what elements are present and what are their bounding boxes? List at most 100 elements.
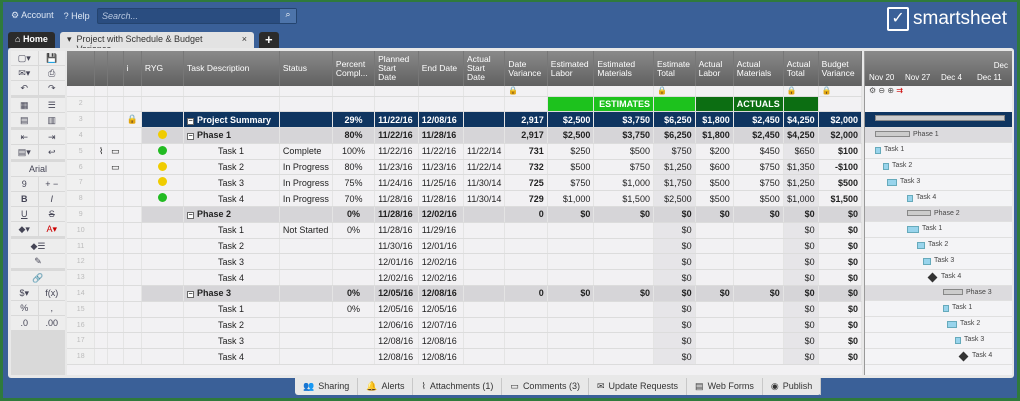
bv-cell[interactable]: $0 [818,301,862,318]
row-number[interactable]: 8 [67,190,96,208]
column-header[interactable] [67,51,96,86]
et-cell[interactable]: $0 [653,206,696,223]
bv-cell[interactable]: -$100 [818,159,862,176]
bottom-tab[interactable]: ▭ Comments (3) [502,378,589,395]
bv-cell[interactable]: $0 [818,253,862,271]
gantt-view-icon[interactable]: ☰ [38,98,65,112]
attachment-cell[interactable] [94,253,109,271]
end-cell[interactable]: 12/02/16 [418,206,464,223]
am-cell[interactable]: $2,450 [733,127,784,144]
comment-cell[interactable]: ▭ [107,159,124,176]
et-cell[interactable]: $0 [653,317,696,334]
pct-cell[interactable]: 0% [332,285,376,302]
ryg-cell[interactable] [141,111,184,129]
ps-cell[interactable]: 11/23/16 [374,159,419,176]
bv-cell[interactable]: $0 [818,238,862,255]
as-cell[interactable] [463,253,506,271]
row-number[interactable]: 14 [67,285,96,302]
comment-cell[interactable] [107,222,124,239]
table-row[interactable]: 17 Task 3 12/08/16 12/08/16 $0 $0 $0 [67,332,862,350]
highlight-icon[interactable]: ✎ [11,254,65,268]
em-cell[interactable]: $1,500 [593,190,654,208]
ps-cell[interactable]: 11/22/16 [374,127,419,144]
fill-color-icon[interactable]: ◆▾ [11,222,38,236]
gantt-task-bar[interactable] [907,226,919,234]
ryg-cell[interactable] [141,190,184,208]
row-number[interactable]: 4 [67,127,96,144]
ps-cell[interactable]: 11/22/16 [374,143,419,160]
row-number[interactable]: 12 [67,253,96,271]
print-icon[interactable]: ⎙ [38,66,65,80]
el-cell[interactable] [547,317,595,334]
al-cell[interactable]: $500 [695,190,734,208]
end-cell[interactable]: 12/08/16 [418,332,464,350]
task-description-cell[interactable]: Task 3 [183,332,280,350]
table-row[interactable]: 6 ▭ Task 2 In Progress 80% 11/23/16 11/23/16 11… [67,159,862,176]
email-icon[interactable]: ✉▾ [11,66,38,80]
table-row[interactable]: 8 Task 4 In Progress 70% 11/28/16 11/28/16 11/… [67,190,862,208]
al-cell[interactable] [695,301,734,318]
attachment-cell[interactable] [94,332,109,350]
em-cell[interactable]: $750 [593,159,654,176]
ps-cell[interactable]: 12/05/16 [374,301,419,318]
attachment-cell[interactable] [94,269,109,287]
gantt-task-bar[interactable] [955,336,961,344]
ryg-cell[interactable] [141,317,184,334]
em-cell[interactable]: $3,750 [593,111,654,129]
row-number[interactable]: 3 [67,111,96,129]
em-cell[interactable] [593,317,654,334]
ps-cell[interactable]: 11/22/16 [374,111,419,129]
status-cell[interactable] [279,348,333,366]
end-cell[interactable]: 11/28/16 [418,190,464,208]
task-description-cell[interactable]: − Phase 1 [183,127,280,144]
ps-cell[interactable]: 12/08/16 [374,332,419,350]
am-cell[interactable]: $500 [733,190,784,208]
paperclip-icon[interactable]: ⌇ [99,145,104,156]
table-row[interactable]: 3 🔒 − Project Summary 29% 11/22/16 12/08/16 2,9… [67,111,862,129]
zoom-in-icon[interactable]: ⊕ [887,86,895,95]
em-cell[interactable] [593,301,654,318]
at-cell[interactable]: $4,250 [783,127,819,144]
add-tab-button[interactable]: + [258,32,279,48]
as-cell[interactable] [463,127,506,144]
task-description-cell[interactable]: Task 2 [183,317,280,334]
am-cell[interactable] [733,301,784,318]
dv-cell[interactable]: 729 [504,190,548,208]
collapse-icon[interactable]: − [186,212,194,220]
as-cell[interactable] [463,332,506,350]
dv-cell[interactable]: 0 [504,206,548,223]
card-view-icon[interactable]: ▥ [38,113,65,127]
at-cell[interactable]: $0 [783,285,819,302]
status-cell[interactable] [279,253,333,271]
row-number[interactable]: 10 [67,222,96,239]
as-cell[interactable] [463,301,506,318]
close-tab-button[interactable]: × [241,34,247,44]
row-number[interactable]: 11 [67,238,96,255]
al-cell[interactable]: $500 [695,174,734,192]
al-cell[interactable] [695,253,734,271]
column-header[interactable]: Estimated Labor [547,51,595,86]
em-cell[interactable] [593,253,654,271]
column-header[interactable]: Planned Start Date [374,51,419,86]
status-cell[interactable] [279,206,333,223]
el-cell[interactable] [547,222,595,239]
task-description-cell[interactable]: Task 1 [183,222,280,239]
et-cell[interactable]: $0 [653,301,696,318]
pct-cell[interactable] [332,238,376,255]
bottom-tab[interactable]: 🔔 Alerts [358,378,414,395]
bv-cell[interactable]: $0 [818,332,862,350]
comment-cell[interactable] [107,285,124,302]
task-description-cell[interactable]: Task 2 [183,238,280,255]
end-cell[interactable]: 12/05/16 [418,301,464,318]
ryg-cell[interactable] [141,348,184,366]
table-row[interactable]: 14− Phase 3 0% 12/05/16 12/08/16 0 $0 $0 $0 $0 $0 $… [67,285,862,302]
ps-cell[interactable]: 12/02/16 [374,269,419,287]
view-options-icon[interactable]: ▤▾ [11,145,38,159]
end-cell[interactable]: 12/08/16 [418,348,464,366]
et-cell[interactable]: $6,250 [653,111,696,129]
status-cell[interactable]: In Progress [279,174,333,192]
as-cell[interactable] [463,285,506,302]
attachment-cell[interactable] [94,238,109,255]
am-cell[interactable]: $450 [733,143,784,160]
conditional-format-icon[interactable]: ◆☰ [11,239,65,253]
